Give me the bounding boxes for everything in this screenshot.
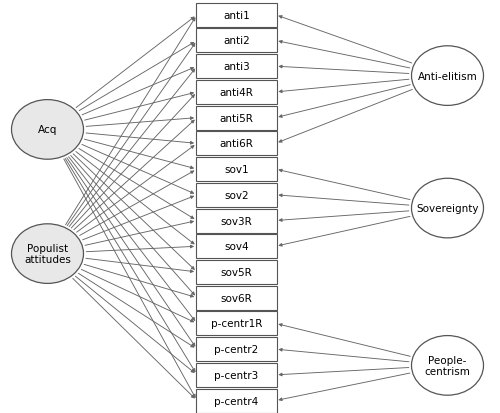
Text: anti6R: anti6R <box>220 139 253 149</box>
FancyBboxPatch shape <box>196 235 276 259</box>
FancyBboxPatch shape <box>196 286 276 310</box>
Text: p-centr2: p-centr2 <box>214 344 258 354</box>
Circle shape <box>12 100 84 160</box>
FancyBboxPatch shape <box>196 363 276 387</box>
FancyBboxPatch shape <box>196 158 276 182</box>
Text: anti1: anti1 <box>223 11 250 21</box>
Text: sov3R: sov3R <box>220 216 252 226</box>
Circle shape <box>12 224 84 284</box>
Text: anti5R: anti5R <box>220 113 253 123</box>
Circle shape <box>412 179 484 238</box>
Circle shape <box>412 336 484 395</box>
Circle shape <box>412 47 484 106</box>
FancyBboxPatch shape <box>196 209 276 233</box>
FancyBboxPatch shape <box>196 132 276 156</box>
Text: anti4R: anti4R <box>220 88 253 97</box>
Text: p-centr1R: p-centr1R <box>210 319 262 329</box>
Text: p-centr4: p-centr4 <box>214 396 258 406</box>
Text: p-centr3: p-centr3 <box>214 370 258 380</box>
Text: Acq: Acq <box>38 125 57 135</box>
Text: sov6R: sov6R <box>220 293 252 303</box>
Text: Anti-elitism: Anti-elitism <box>418 71 478 81</box>
Text: sov4: sov4 <box>224 242 248 252</box>
Text: anti3: anti3 <box>223 62 250 72</box>
FancyBboxPatch shape <box>196 4 276 28</box>
FancyBboxPatch shape <box>196 312 276 336</box>
FancyBboxPatch shape <box>196 55 276 79</box>
Text: Sovereignty: Sovereignty <box>416 204 479 214</box>
FancyBboxPatch shape <box>196 183 276 207</box>
FancyBboxPatch shape <box>196 81 276 104</box>
Text: sov5R: sov5R <box>220 267 252 277</box>
FancyBboxPatch shape <box>196 107 276 131</box>
Text: People-
centrism: People- centrism <box>424 355 470 376</box>
FancyBboxPatch shape <box>196 389 276 413</box>
Text: sov1: sov1 <box>224 165 248 175</box>
Text: anti2: anti2 <box>223 36 250 46</box>
Text: Populist
attitudes: Populist attitudes <box>24 243 71 265</box>
FancyBboxPatch shape <box>196 260 276 284</box>
FancyBboxPatch shape <box>196 29 276 53</box>
FancyBboxPatch shape <box>196 337 276 361</box>
Text: sov2: sov2 <box>224 190 248 200</box>
